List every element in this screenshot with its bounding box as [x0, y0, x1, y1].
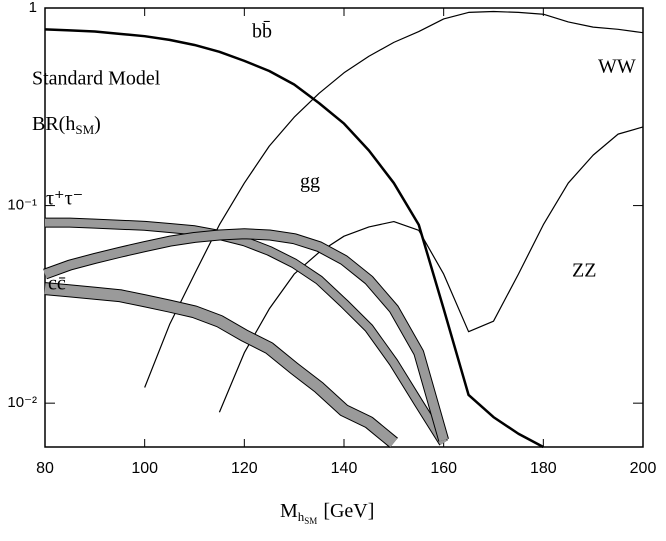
y-tick-label: 10⁻² — [7, 394, 37, 411]
y-tick-label: 10⁻¹ — [7, 197, 37, 214]
x-tick-label: 120 — [231, 460, 258, 477]
y-label-sub: SM — [75, 122, 94, 137]
x-label-part: M — [280, 500, 298, 522]
x-tick-label: 160 — [430, 460, 457, 477]
annotation: Standard Model — [32, 68, 161, 90]
x-tick-label: 80 — [36, 460, 54, 477]
x-tick-label: 140 — [331, 460, 358, 477]
series-line — [218, 126, 644, 413]
series-line — [44, 28, 544, 449]
series-band — [43, 229, 448, 442]
x-label-sub: h — [298, 509, 305, 524]
y-tick-label: 1 — [29, 0, 37, 16]
x-axis-label: MhSM [GeV] — [280, 500, 374, 526]
band-outline — [44, 282, 398, 448]
y-axis-label: BR(hSM) — [32, 113, 101, 137]
series-label: WW — [598, 56, 636, 78]
x-label-sub: SM — [304, 516, 317, 526]
series-label: cc̄ — [48, 273, 66, 295]
series-label: τ⁺τ⁻ — [46, 188, 83, 210]
series-line — [144, 10, 644, 388]
series-label: bb̄ — [252, 20, 272, 42]
series-label: ZZ — [572, 260, 596, 282]
x-tick-label: 200 — [630, 460, 657, 477]
y-label-part: ) — [94, 113, 101, 135]
y-label-part: BR(h — [32, 113, 75, 135]
x-tick-label: 100 — [131, 460, 158, 477]
series-band — [45, 218, 448, 445]
x-tick-label: 180 — [530, 460, 557, 477]
series-label: gg — [300, 171, 320, 193]
series-band — [44, 283, 398, 448]
x-label-part: [GeV] — [323, 500, 374, 522]
